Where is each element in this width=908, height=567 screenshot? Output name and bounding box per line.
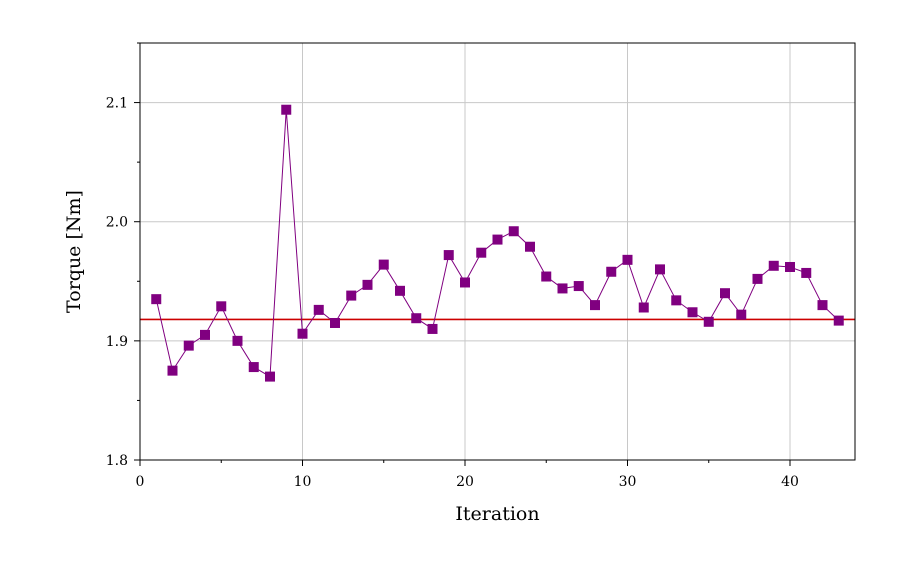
data-point <box>768 260 779 271</box>
y-tick-label: 1.8 <box>106 453 128 469</box>
tick-marks <box>134 42 791 466</box>
x-tick-label: 20 <box>456 474 474 490</box>
x-tick-labels: 0 10 20 30 40 <box>136 474 799 490</box>
data-point <box>362 279 373 290</box>
data-point <box>232 335 243 346</box>
x-tick-label: 0 <box>136 474 145 490</box>
data-point <box>687 307 698 318</box>
data-point <box>248 362 259 373</box>
y-tick-label: 1.9 <box>106 334 128 350</box>
data-point <box>427 323 438 334</box>
x-tick-label: 30 <box>619 474 637 490</box>
data-point <box>167 365 178 376</box>
data-point <box>833 315 844 326</box>
y-tick-label: 2.0 <box>106 215 128 231</box>
data-point <box>216 301 227 312</box>
data-point <box>557 283 568 294</box>
data-point <box>313 304 324 315</box>
data-point <box>801 267 812 278</box>
data-point <box>606 266 617 277</box>
data-point <box>785 261 795 272</box>
x-tick-label: 10 <box>294 474 312 490</box>
data-point <box>590 300 600 311</box>
data-point <box>622 254 633 265</box>
data-point <box>200 329 210 340</box>
data-point <box>297 328 308 339</box>
series-layer <box>151 104 844 382</box>
data-point <box>720 288 730 299</box>
data-point <box>151 294 162 305</box>
data-point <box>443 250 454 261</box>
data-point <box>508 226 519 237</box>
data-point <box>525 241 535 252</box>
data-point <box>411 313 422 324</box>
data-point <box>817 300 828 311</box>
data-point <box>330 317 340 328</box>
y-axis-label: Torque [Nm] <box>63 190 85 313</box>
data-point <box>281 104 292 115</box>
x-axis-label: Iteration <box>455 503 539 525</box>
data-point <box>671 295 682 306</box>
data-point <box>736 309 747 320</box>
y-tick-label: 2.1 <box>106 96 128 112</box>
data-point <box>395 285 405 296</box>
data-point <box>703 316 714 327</box>
data-point <box>655 264 665 275</box>
grid <box>140 43 855 460</box>
data-point <box>346 290 357 301</box>
data-point <box>378 259 389 270</box>
x-tick-label: 40 <box>781 474 799 490</box>
y-tick-labels: 1.8 1.9 2.0 2.1 <box>106 96 128 469</box>
data-point <box>476 247 487 258</box>
data-point <box>460 277 470 288</box>
data-point <box>638 302 649 313</box>
data-point <box>492 234 503 245</box>
data-point <box>573 281 584 292</box>
data-point <box>265 371 275 382</box>
data-point <box>541 271 552 282</box>
data-point <box>752 273 763 284</box>
plot-frame <box>139 42 856 461</box>
data-point <box>183 340 194 351</box>
